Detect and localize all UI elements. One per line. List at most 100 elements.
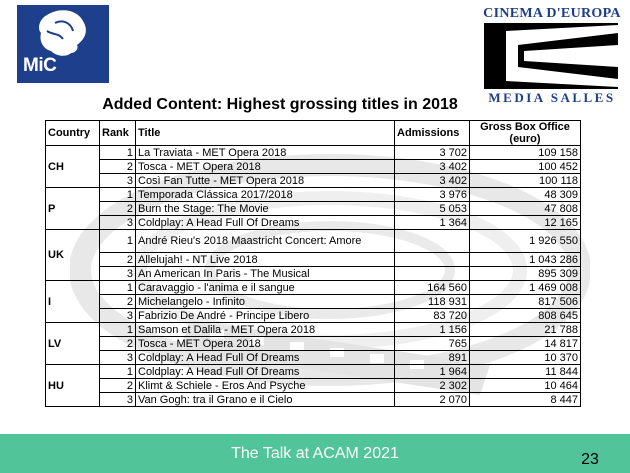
country-cell: P <box>45 187 100 230</box>
gross-cell: 14 817 <box>469 336 581 351</box>
title-cell: An American In Paris - The Musical <box>135 266 395 281</box>
rank-cell: 2 <box>99 159 136 174</box>
title-cell: Coldplay: A Head Full Of Dreams <box>135 364 395 379</box>
cinema-projection-logo <box>484 23 618 89</box>
gross-cell: 12 165 <box>469 215 581 230</box>
table-row: 3 Fabrizio De André - Principe Libero 83… <box>46 308 581 323</box>
title-cell: La Traviata - MET Opera 2018 <box>135 145 395 160</box>
header-country: Country <box>45 120 100 146</box>
title-cell: Coldplay: A Head Full Of Dreams <box>135 350 395 365</box>
mic-logo: MiC <box>17 5 109 83</box>
profile-head-icon <box>39 10 86 56</box>
rank-cell: 1 <box>99 229 136 253</box>
title-cell: Van Gogh: tra il Grano e il Cielo <box>135 392 395 407</box>
gross-cell: 100 118 <box>469 173 581 188</box>
header-admissions: Admissions <box>394 120 470 146</box>
cinema-deuropa-text: CINEMA D'EUROPA <box>483 6 621 21</box>
admissions-cell: 2 302 <box>394 378 470 393</box>
title-cell: Michelangelo - Infinito <box>135 294 395 309</box>
admissions-cell: 164 560 <box>394 280 470 295</box>
title-cell: Temporada Clássica 2017/2018 <box>135 187 395 202</box>
admissions-cell: 1 364 <box>394 215 470 230</box>
table-row: 3 Coldplay: A Head Full Of Dreams 891 10… <box>46 350 581 365</box>
rank-cell: 2 <box>99 201 136 216</box>
admissions-cell <box>394 229 470 253</box>
gross-cell: 11 844 <box>469 364 581 379</box>
rank-cell: 1 <box>99 145 136 160</box>
rank-cell: 3 <box>99 392 136 407</box>
gross-cell: 8 447 <box>469 392 581 407</box>
rank-cell: 3 <box>99 266 136 281</box>
admissions-cell: 1 964 <box>394 364 470 379</box>
table-row: 3 Coldplay: A Head Full Of Dreams 1 364 … <box>46 215 581 230</box>
rank-cell: 3 <box>99 215 136 230</box>
gross-cell: 48 309 <box>469 187 581 202</box>
rank-cell: 1 <box>99 364 136 379</box>
table-row: 2 Tosca - MET Opera 2018 765 14 817 <box>46 336 581 351</box>
rank-cell: 3 <box>99 308 136 323</box>
table-row: P 1 Temporada Clássica 2017/2018 3 976 4… <box>45 187 581 230</box>
table-row: CH 1 La Traviata - MET Opera 2018 3 702 … <box>45 145 581 188</box>
gross-cell: 47 808 <box>469 201 581 216</box>
country-cell: UK <box>45 229 100 281</box>
table-row: 3 Van Gogh: tra il Grano e il Cielo 2 07… <box>46 392 581 407</box>
gross-cell: 1 926 550 <box>469 229 581 253</box>
rank-cell: 2 <box>99 378 136 393</box>
country-cell: I <box>45 280 100 323</box>
rank-cell: 3 <box>99 350 136 365</box>
header-gross-box-office: Gross Box Office (euro) <box>469 120 581 146</box>
table-row: LV 1 Samson et Dalila - MET Opera 2018 1… <box>45 322 581 365</box>
table-row: I 1 Caravaggio - l'anima e il sangue 164… <box>45 280 581 323</box>
table-row: 3 Così Fan Tutte - MET Opera 2018 3 402 … <box>46 173 581 188</box>
admissions-cell: 83 720 <box>394 308 470 323</box>
table-row: 3 An American In Paris - The Musical 895… <box>46 266 581 281</box>
grossing-titles-table: Country Rank Title Admissions Gross Box … <box>45 120 581 407</box>
title-cell: Caravaggio - l'anima e il sangue <box>135 280 395 295</box>
country-cell: HU <box>45 364 100 407</box>
table-row: HU 1 Coldplay: A Head Full Of Dreams 1 9… <box>45 364 581 407</box>
title-cell: Burn the Stage: The Movie <box>135 201 395 216</box>
slide-number: 23 <box>581 451 599 468</box>
gross-cell: 808 645 <box>469 308 581 323</box>
title-cell: Samson et Dalila - MET Opera 2018 <box>135 322 395 337</box>
title-cell: Coldplay: A Head Full Of Dreams <box>135 215 395 230</box>
media-salles-text: MEDIA SALLES <box>488 90 616 105</box>
gross-cell: 1 469 008 <box>469 280 581 295</box>
rank-cell: 2 <box>99 252 136 267</box>
table-row: 2 Michelangelo - Infinito 118 931 817 50… <box>46 294 581 309</box>
admissions-cell: 3 976 <box>394 187 470 202</box>
gross-cell: 100 452 <box>469 159 581 174</box>
rank-cell: 1 <box>99 187 136 202</box>
rank-cell: 2 <box>99 294 136 309</box>
admissions-cell: 1 156 <box>394 322 470 337</box>
projector-beam-icon <box>506 25 618 87</box>
admissions-cell: 5 053 <box>394 201 470 216</box>
header-title: Title <box>135 120 395 146</box>
footer-text: The Talk at ACAM 2021 <box>231 445 399 462</box>
header-gross-line1: Gross Box Office <box>480 121 570 133</box>
admissions-cell: 2 070 <box>394 392 470 407</box>
rank-cell: 1 <box>99 322 136 337</box>
header-gross-line2: (euro) <box>509 133 541 145</box>
table-row: 2 Burn the Stage: The Movie 5 053 47 808 <box>46 201 581 216</box>
gross-cell: 817 506 <box>469 294 581 309</box>
gross-cell: 895 309 <box>469 266 581 281</box>
title-cell: Allelujah! - NT Live 2018 <box>135 252 395 267</box>
rank-cell: 3 <box>99 173 136 188</box>
admissions-cell: 765 <box>394 336 470 351</box>
admissions-cell: 891 <box>394 350 470 365</box>
title-cell: Fabrizio De André - Principe Libero <box>135 308 395 323</box>
footer-bar: The Talk at ACAM 2021 23 <box>0 434 630 473</box>
admissions-cell: 118 931 <box>394 294 470 309</box>
title-cell: André Rieu's 2018 Maastricht Concert: Am… <box>135 229 395 253</box>
table-row: 2 Allelujah! - NT Live 2018 1 043 286 <box>46 252 581 267</box>
admissions-cell: 3 702 <box>394 145 470 160</box>
gross-cell: 10 370 <box>469 350 581 365</box>
title-cell: Tosca - MET Opera 2018 <box>135 336 395 351</box>
page-title: Added Content: Highest grossing titles i… <box>102 96 458 113</box>
table-row: UK 1 André Rieu's 2018 Maastricht Concer… <box>45 229 581 281</box>
header-rank: Rank <box>99 120 136 146</box>
gross-cell: 109 158 <box>469 145 581 160</box>
gross-cell: 1 043 286 <box>469 252 581 267</box>
